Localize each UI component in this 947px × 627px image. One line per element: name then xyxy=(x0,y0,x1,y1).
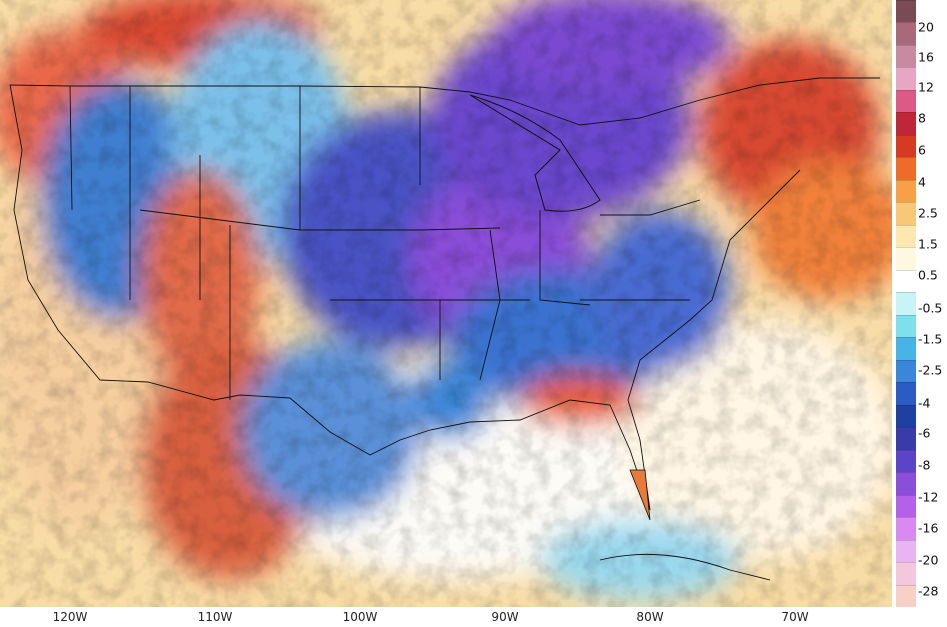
colorbar: 20 16 12 8 6 4 2.5 1.5 0.5 -0.5 -1.5 -2.5 -4 -6 -8 -12 -… xyxy=(894,0,947,608)
longitude-tick-label: 90W xyxy=(491,610,519,624)
colorbar-tick-label: -6 xyxy=(918,425,931,441)
colorbar-swatch xyxy=(896,359,916,383)
longitude-tick-label: 120W xyxy=(52,610,88,624)
colorbar-tick-label: 4 xyxy=(918,174,926,190)
colorbar-tick-label: -12 xyxy=(918,489,939,505)
colorbar-tick-label: 12 xyxy=(918,79,934,95)
boundaries xyxy=(9,77,880,511)
colorbar-swatch xyxy=(896,314,916,338)
colorbar-swatch xyxy=(896,517,916,541)
colorbar-tick-label: 2.5 xyxy=(918,205,938,221)
colorbar-tick-label: -8 xyxy=(918,457,931,473)
longitude-tick-label: 100W xyxy=(342,610,378,624)
colorbar-tick-label: -16 xyxy=(918,520,939,536)
temperature-anomaly-map xyxy=(0,0,892,607)
great-lakes xyxy=(469,94,601,212)
colorbar-tick-label: -20 xyxy=(918,552,939,568)
colorbar-swatch xyxy=(896,472,916,496)
colorbar-swatch xyxy=(896,134,916,158)
colorbar-swatch xyxy=(896,292,916,316)
colorbar-tick-label: 0.5 xyxy=(918,267,938,283)
colorbar-tick-label: -4 xyxy=(918,395,931,411)
longitude-tick-label: 70W xyxy=(781,610,809,624)
colorbar-tick-label: -1.5 xyxy=(918,331,943,347)
colorbar-swatch xyxy=(896,382,916,406)
colorbar-tick-label: 1.5 xyxy=(918,236,938,252)
colorbar-swatch xyxy=(896,179,916,203)
colorbar-swatch xyxy=(896,22,916,46)
florida xyxy=(629,469,651,521)
colorbar-tick-label: 8 xyxy=(918,110,926,126)
colorbar-swatch xyxy=(896,337,916,361)
colorbar-swatch xyxy=(896,44,916,68)
colorbar-swatch xyxy=(896,562,916,585)
colorbar-swatch xyxy=(896,67,916,91)
longitude-axis: 120W 110W 100W 90W 80W 70W xyxy=(0,607,892,627)
colorbar-swatch xyxy=(896,584,916,608)
colorbar-swatch xyxy=(896,404,916,428)
colorbar-tick-label: -2.5 xyxy=(918,362,943,378)
colorbar-swatch xyxy=(896,224,916,248)
colorbar-swatch xyxy=(896,157,916,181)
colorbar-swatch xyxy=(896,427,916,451)
colorbar-swatch xyxy=(896,202,916,226)
cuba xyxy=(599,553,771,581)
longitude-tick-label: 80W xyxy=(636,610,664,624)
colorbar-swatch xyxy=(896,494,916,518)
colorbar-tick-label: -0.5 xyxy=(918,300,943,316)
colorbar-swatch xyxy=(896,269,916,293)
colorbar-tick-label: 16 xyxy=(918,49,934,65)
noise-texture xyxy=(0,0,892,607)
colorbar-tick-label: -28 xyxy=(918,583,939,599)
colorbar-swatch xyxy=(896,89,916,113)
colorbar-swatch xyxy=(896,0,916,23)
colorbar-tick-label: 20 xyxy=(918,19,934,35)
colorbar-swatch xyxy=(896,247,916,271)
longitude-tick-label: 110W xyxy=(197,610,233,624)
colorbar-tick-label: 6 xyxy=(918,142,926,158)
colorbar-swatch xyxy=(896,449,916,473)
colorbar-swatch xyxy=(896,539,916,563)
colorbar-swatch xyxy=(896,112,916,136)
